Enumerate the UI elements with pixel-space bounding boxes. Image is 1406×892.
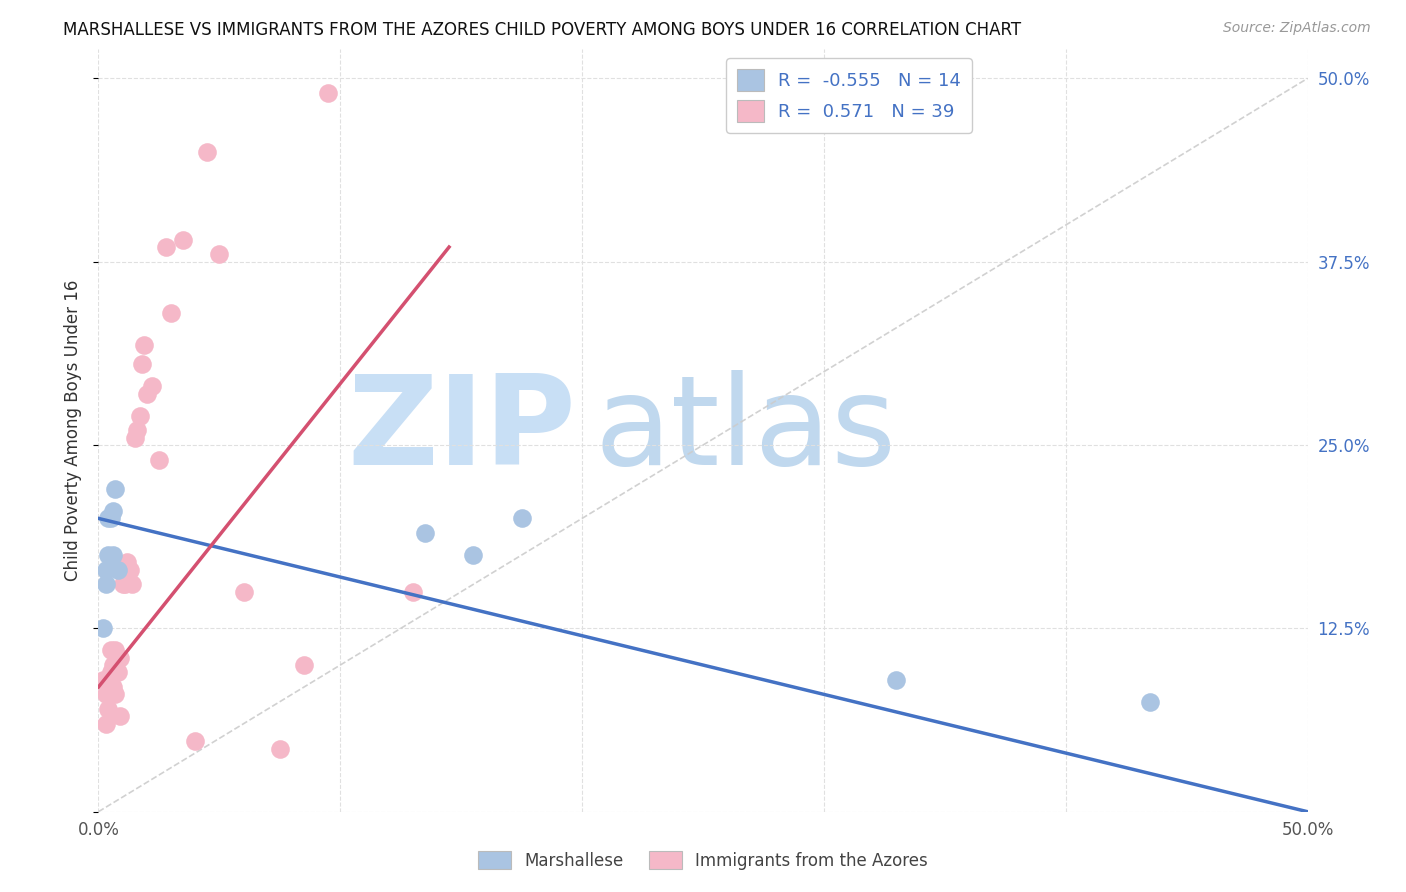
Point bbox=[463, 548, 485, 562]
Point bbox=[148, 452, 170, 467]
Point bbox=[91, 673, 114, 687]
Point bbox=[141, 379, 163, 393]
Point bbox=[107, 563, 129, 577]
Point bbox=[104, 665, 127, 680]
Point bbox=[316, 86, 339, 100]
Point bbox=[101, 548, 124, 562]
Point bbox=[101, 504, 124, 518]
Point bbox=[104, 482, 127, 496]
Text: Source: ZipAtlas.com: Source: ZipAtlas.com bbox=[1223, 21, 1371, 35]
Point bbox=[104, 687, 127, 701]
Point bbox=[104, 643, 127, 657]
Point bbox=[101, 680, 124, 694]
Point bbox=[121, 577, 143, 591]
Text: atlas: atlas bbox=[595, 370, 896, 491]
Point bbox=[107, 665, 129, 680]
Point bbox=[97, 702, 120, 716]
Legend: Marshallese, Immigrants from the Azores: Marshallese, Immigrants from the Azores bbox=[471, 845, 935, 877]
Point bbox=[155, 240, 177, 254]
Point bbox=[886, 673, 908, 687]
Text: MARSHALLESE VS IMMIGRANTS FROM THE AZORES CHILD POVERTY AMONG BOYS UNDER 16 CORR: MARSHALLESE VS IMMIGRANTS FROM THE AZORE… bbox=[63, 21, 1021, 38]
Point bbox=[94, 687, 117, 701]
Point bbox=[100, 643, 122, 657]
Point bbox=[118, 563, 141, 577]
Legend: R =  -0.555   N = 14, R =  0.571   N = 39: R = -0.555 N = 14, R = 0.571 N = 39 bbox=[725, 58, 972, 133]
Point bbox=[172, 233, 194, 247]
Point bbox=[100, 665, 122, 680]
Point bbox=[127, 424, 149, 438]
Point bbox=[134, 338, 156, 352]
Point bbox=[131, 358, 153, 372]
Point bbox=[135, 386, 157, 401]
Point bbox=[108, 650, 131, 665]
Point bbox=[94, 563, 117, 577]
Point bbox=[97, 511, 120, 525]
Point bbox=[91, 621, 114, 635]
Point bbox=[111, 577, 134, 591]
Point bbox=[114, 577, 136, 591]
Point bbox=[413, 526, 436, 541]
Point bbox=[124, 431, 146, 445]
Point bbox=[94, 716, 117, 731]
Point bbox=[195, 145, 218, 159]
Point bbox=[108, 709, 131, 723]
Point bbox=[402, 584, 425, 599]
Point bbox=[101, 658, 124, 673]
Text: ZIP: ZIP bbox=[347, 370, 576, 491]
Point bbox=[232, 584, 254, 599]
Point bbox=[94, 577, 117, 591]
Point bbox=[97, 548, 120, 562]
Point bbox=[160, 306, 183, 320]
Point bbox=[128, 409, 150, 423]
Point bbox=[1139, 695, 1161, 709]
Y-axis label: Child Poverty Among Boys Under 16: Child Poverty Among Boys Under 16 bbox=[65, 280, 83, 581]
Point bbox=[208, 247, 231, 261]
Point bbox=[510, 511, 533, 525]
Point bbox=[269, 741, 291, 756]
Point bbox=[100, 511, 122, 525]
Point bbox=[111, 563, 134, 577]
Point bbox=[184, 734, 207, 748]
Point bbox=[292, 658, 315, 673]
Point bbox=[117, 555, 139, 569]
